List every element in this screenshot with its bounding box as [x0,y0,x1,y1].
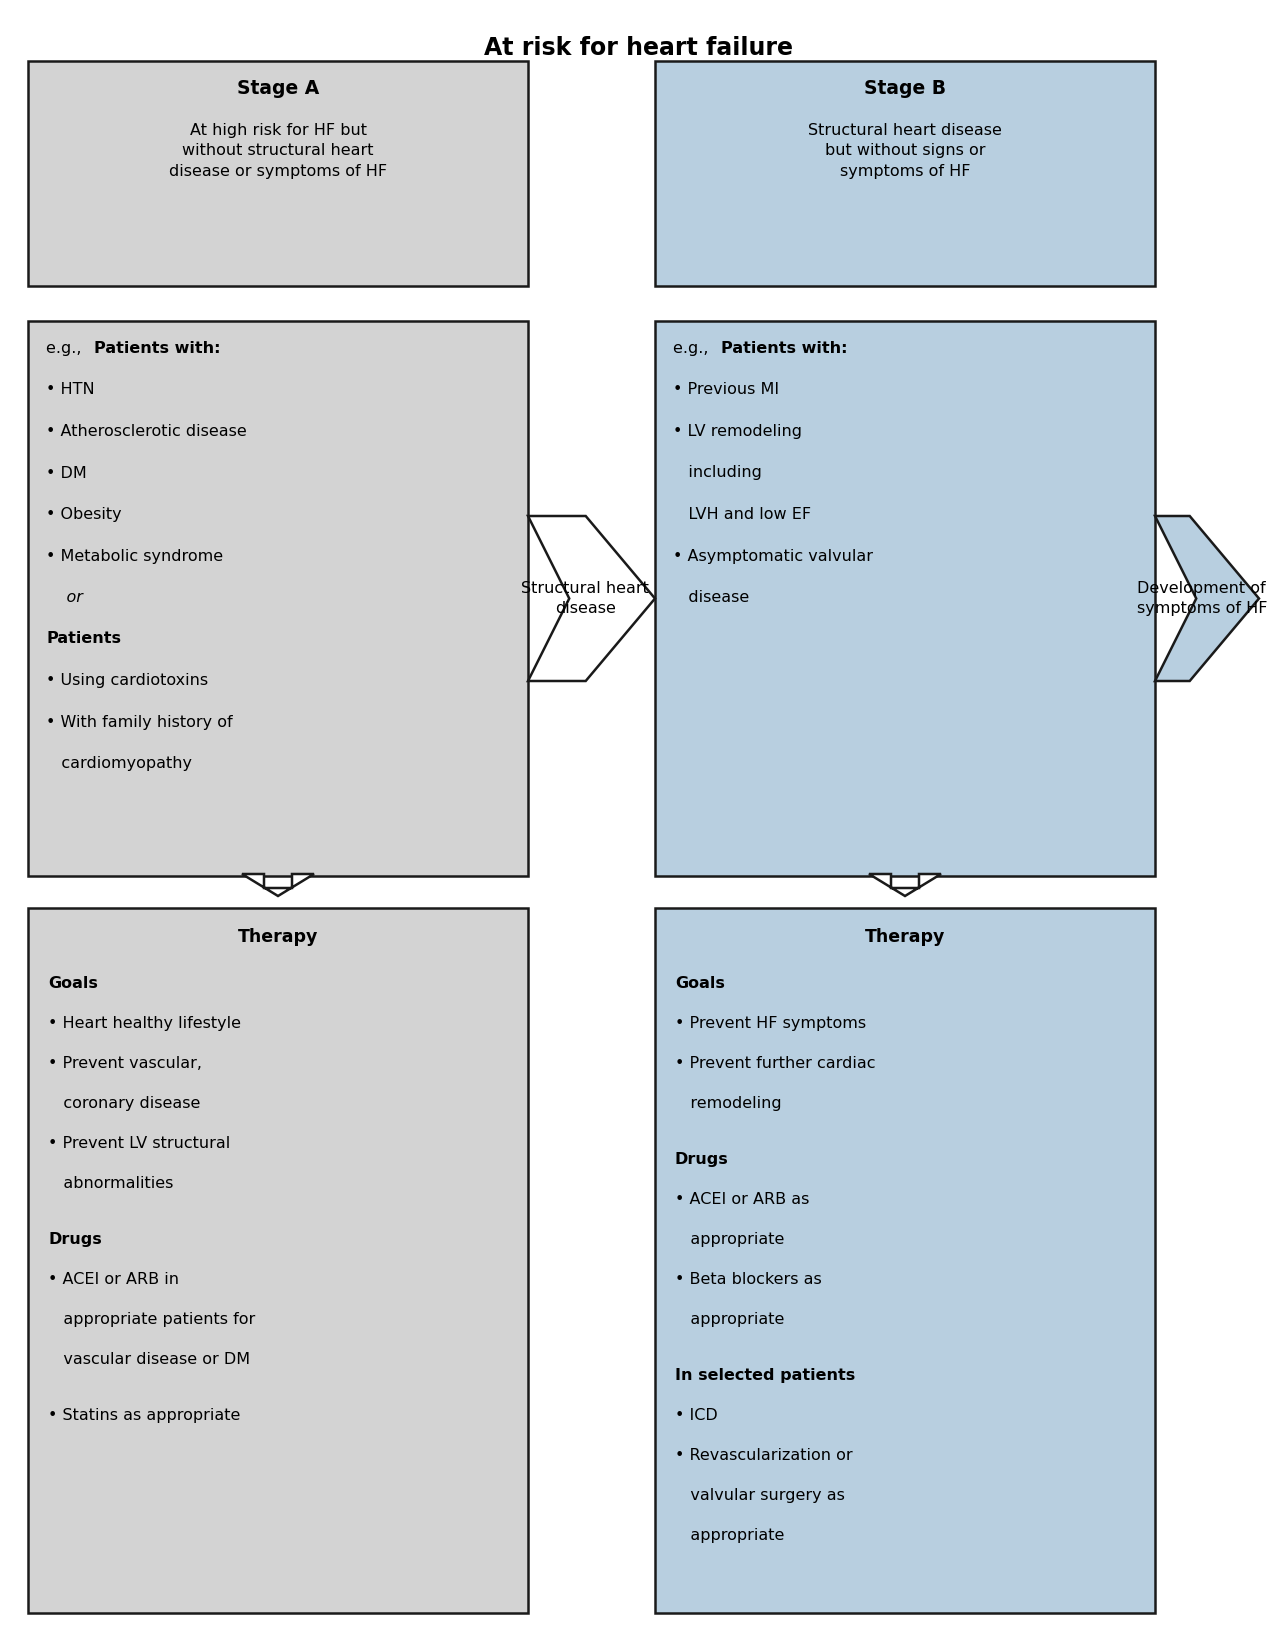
Text: cardiomyopathy: cardiomyopathy [46,757,192,771]
Text: Development of
symptoms of HF: Development of symptoms of HF [1137,581,1267,615]
Text: Patients with:: Patients with: [94,341,221,356]
Polygon shape [527,515,655,681]
Polygon shape [28,907,527,1613]
Text: Therapy: Therapy [865,929,945,945]
Text: • Statins as appropriate: • Statins as appropriate [49,1408,240,1423]
Text: • Obesity: • Obesity [46,507,121,522]
Text: • Prevent HF symptoms: • Prevent HF symptoms [676,1016,866,1031]
Text: Structural heart
disease: Structural heart disease [521,581,649,615]
Text: • Metabolic syndrome: • Metabolic syndrome [46,548,223,563]
Text: vascular disease or DM: vascular disease or DM [49,1352,250,1367]
Text: • DM: • DM [46,466,87,481]
Text: • Atherosclerotic disease: • Atherosclerotic disease [46,423,246,440]
Text: Drugs: Drugs [676,1152,729,1167]
Text: • Previous MI: • Previous MI [673,382,779,397]
Polygon shape [28,322,527,876]
Text: valvular surgery as: valvular surgery as [676,1488,845,1503]
Text: Structural heart disease
but without signs or
symptoms of HF: Structural heart disease but without sig… [808,123,1002,179]
Text: LVH and low EF: LVH and low EF [673,507,811,522]
Polygon shape [243,875,314,896]
Text: • Heart healthy lifestyle: • Heart healthy lifestyle [49,1016,241,1031]
Polygon shape [870,875,941,896]
Text: At high risk for HF but
without structural heart
disease or symptoms of HF: At high risk for HF but without structur… [169,123,387,179]
Text: • HTN: • HTN [46,382,94,397]
Text: • Prevent further cardiac: • Prevent further cardiac [676,1057,876,1072]
Text: remodeling: remodeling [676,1096,782,1111]
Text: • Beta blockers as: • Beta blockers as [676,1272,822,1287]
Text: • ACEI or ARB as: • ACEI or ARB as [676,1191,810,1208]
Text: • LV remodeling: • LV remodeling [673,423,802,440]
Polygon shape [655,322,1154,876]
Polygon shape [655,907,1154,1613]
Text: Patients: Patients [46,632,121,647]
Polygon shape [655,61,1154,286]
Text: including: including [673,466,762,481]
Text: Stage B: Stage B [865,79,946,98]
Text: • ACEI or ARB in: • ACEI or ARB in [49,1272,179,1287]
Text: • With family history of: • With family history of [46,714,232,730]
Text: or: or [46,591,83,606]
Text: abnormalities: abnormalities [49,1177,174,1191]
Text: e.g.,: e.g., [673,341,714,356]
Text: Drugs: Drugs [49,1232,102,1247]
Text: Therapy: Therapy [238,929,318,945]
Text: Goals: Goals [49,976,98,991]
Text: disease: disease [673,591,750,606]
Text: • Prevent vascular,: • Prevent vascular, [49,1057,202,1072]
Text: appropriate: appropriate [676,1232,784,1247]
Text: appropriate: appropriate [676,1313,784,1328]
Text: Stage A: Stage A [236,79,319,98]
Text: appropriate: appropriate [676,1528,784,1543]
Text: appropriate patients for: appropriate patients for [49,1313,255,1328]
Polygon shape [28,61,527,286]
Text: • Revascularization or: • Revascularization or [676,1447,853,1464]
Text: • Prevent LV structural: • Prevent LV structural [49,1136,230,1150]
Text: Goals: Goals [676,976,725,991]
Text: At risk for heart failure: At risk for heart failure [484,36,793,61]
Text: • Asymptomatic valvular: • Asymptomatic valvular [673,548,873,563]
Text: coronary disease: coronary disease [49,1096,200,1111]
Text: In selected patients: In selected patients [676,1369,856,1383]
Text: e.g.,: e.g., [46,341,87,356]
Text: • ICD: • ICD [676,1408,718,1423]
Text: Patients with:: Patients with: [722,341,848,356]
Text: • Using cardiotoxins: • Using cardiotoxins [46,673,208,688]
Polygon shape [1154,515,1259,681]
